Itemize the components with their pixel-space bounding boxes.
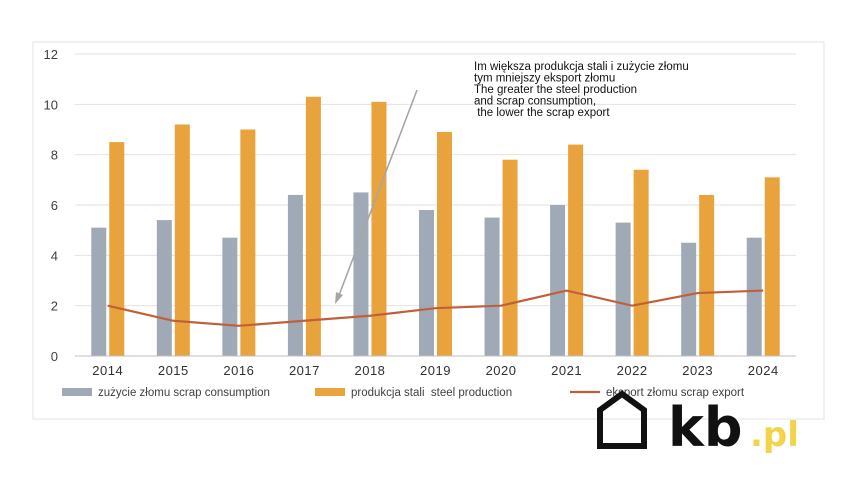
chart-frame (32, 41, 825, 420)
kb-logo: kb .pl (597, 390, 799, 459)
legend-swatch (315, 388, 345, 396)
bar-scrap-consumption (419, 210, 434, 356)
bar-scrap-consumption (484, 217, 500, 356)
bar-steel-production (174, 124, 190, 356)
x-tick-label: 2020 (486, 363, 517, 378)
y-tick-label: 2 (51, 299, 58, 314)
y-axis-ticks: 0 2 4 6 8 10 12 (44, 47, 58, 364)
bar-steel-production (764, 177, 780, 356)
x-tick-label: 2022 (617, 363, 648, 378)
annotation-line: The greater the steel production (474, 84, 637, 96)
annotation-line: the lower the scrap export (474, 107, 610, 119)
bar-steel-production (371, 101, 387, 356)
x-tick-label: 2016 (223, 363, 254, 378)
x-tick-label: 2014 (92, 363, 123, 378)
bar-scrap-consumption (91, 227, 107, 356)
logo-kb: kb (668, 396, 743, 459)
bar-steel-production (437, 132, 452, 356)
x-tick-label: 2023 (682, 363, 713, 378)
legend: zużycie złomu scrap consumption produkcja… (62, 387, 745, 399)
bar-steel-production (633, 169, 649, 356)
logo-suffix: .pl (750, 415, 799, 455)
line-scrap-export (107, 289, 764, 327)
gridlines (75, 53, 796, 307)
bar-steel-production (240, 129, 256, 356)
bar-steel-production (699, 194, 715, 356)
bar-scrap-consumption (156, 220, 172, 356)
bar-steel-production (568, 144, 584, 356)
bars (91, 96, 780, 357)
x-tick-label: 2018 (354, 363, 385, 378)
x-tick-label: 2021 (551, 363, 582, 378)
bar-scrap-consumption (222, 237, 238, 356)
bar-scrap-consumption (681, 242, 697, 356)
y-tick-label: 8 (51, 148, 58, 163)
legend-label: zużycie złomu scrap consumption (98, 387, 270, 399)
y-tick-label: 10 (44, 97, 58, 112)
annotation-text: Im większa produkcja stali i zużycie zło… (474, 61, 689, 119)
legend-label: produkcja stali steel production (351, 387, 512, 399)
legend-label: eksport złomu scrap export (606, 387, 745, 399)
bar-scrap-consumption (550, 205, 566, 356)
bar-scrap-consumption (746, 237, 762, 356)
annotation-line: and scrap consumption, (474, 96, 596, 108)
x-tick-label: 2015 (158, 363, 189, 378)
bar-steel-production (109, 142, 125, 356)
bar-scrap-consumption (287, 194, 303, 356)
annotation-line: Im większa produkcja stali i zużycie zło… (474, 61, 689, 73)
y-tick-label: 0 (51, 349, 58, 364)
x-tick-label: 2017 (289, 363, 320, 378)
bar-steel-production (305, 96, 321, 357)
y-tick-label: 6 (51, 198, 58, 213)
annotation-line: tym mniejszy eksport złomu (474, 73, 615, 85)
y-tick-label: 4 (51, 248, 58, 263)
house-icon (597, 390, 647, 449)
annotation-arrow (335, 89, 418, 304)
bar-scrap-consumption (615, 222, 631, 356)
export-line (107, 289, 764, 327)
y-tick-label: 12 (44, 47, 58, 62)
x-axis-labels: 2014 2015 2016 2017 2018 2019 2020 2021 2022 2023… (92, 363, 778, 378)
x-tick-label: 2024 (748, 363, 779, 378)
bar-steel-production (502, 159, 518, 356)
legend-swatch (62, 388, 92, 396)
x-tick-label: 2019 (420, 363, 451, 378)
bar-scrap-consumption (353, 192, 369, 356)
